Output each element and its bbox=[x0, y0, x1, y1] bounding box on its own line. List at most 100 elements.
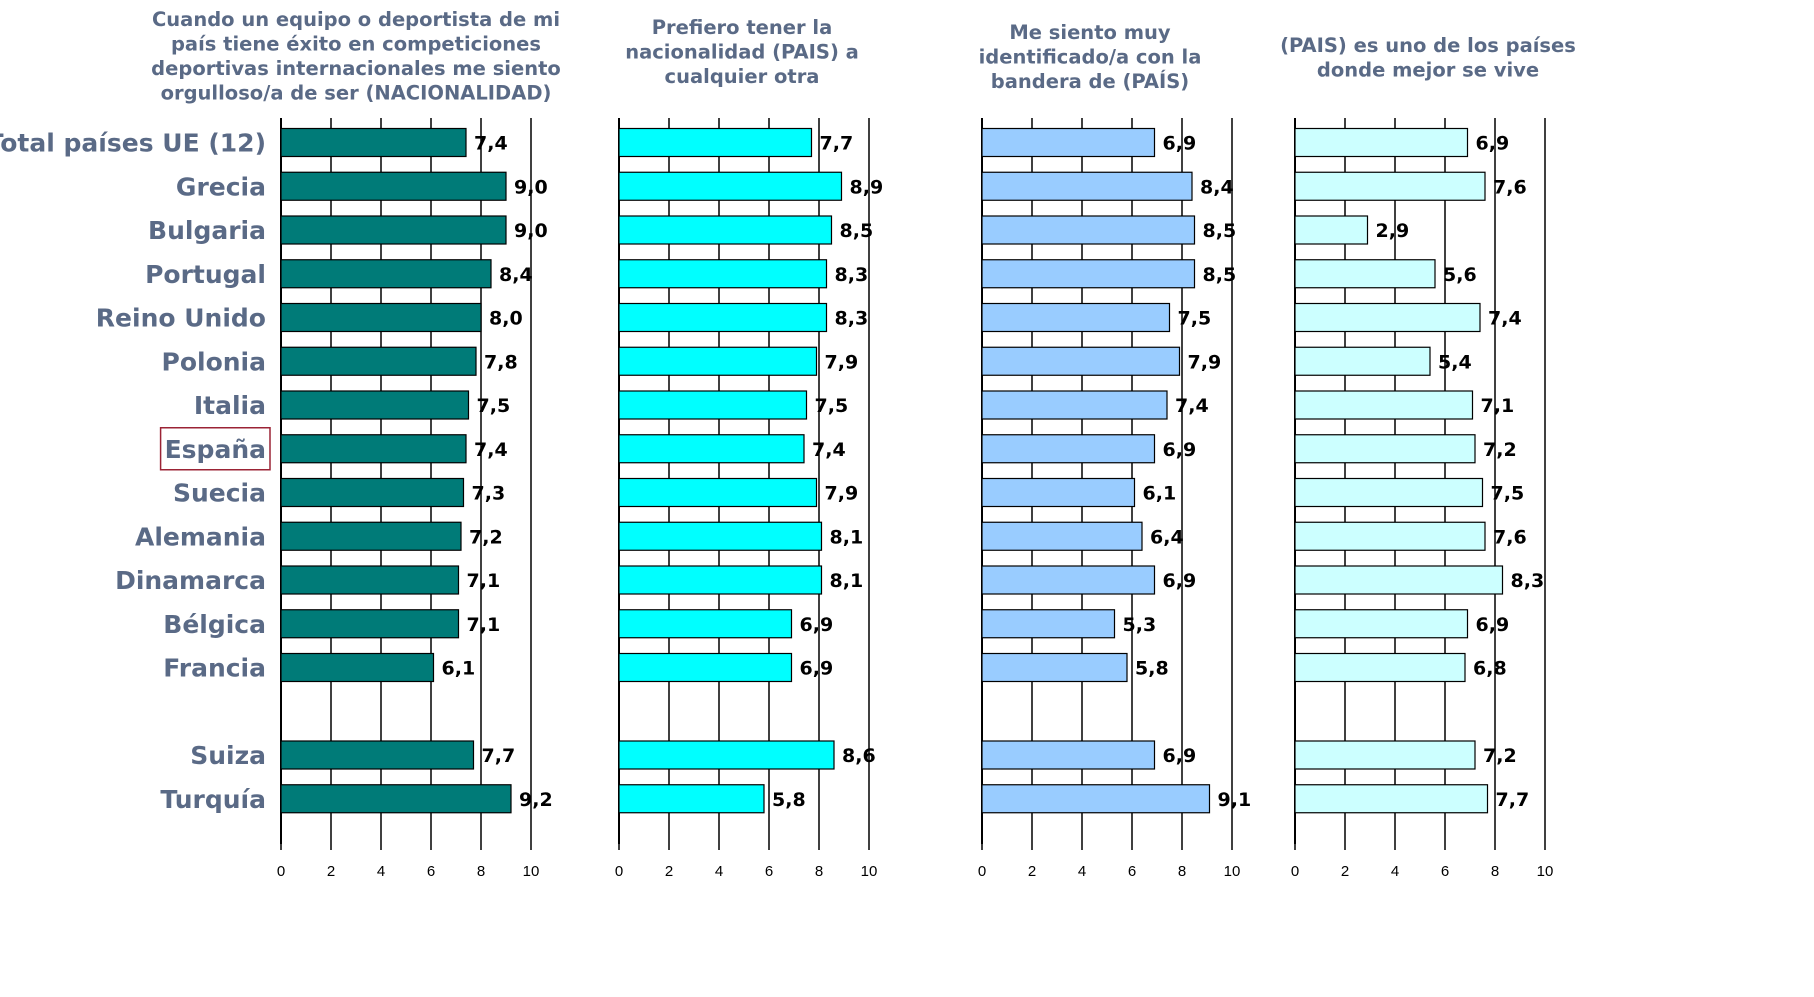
panel-4-bar-alemania bbox=[1294, 521, 1486, 551]
panel-3-value-label-reino-unido: 7,5 bbox=[1178, 308, 1212, 330]
panel-4-value-label-alemania: 7,6 bbox=[1493, 526, 1527, 548]
panel-1-value-label-polonia: 7,8 bbox=[484, 351, 518, 373]
panel-3-value-label-portugal: 8,5 bbox=[1203, 264, 1237, 286]
category-label-alemania: Alemania bbox=[135, 522, 266, 551]
category-label-bulgaria: Bulgaria bbox=[148, 216, 266, 245]
panel-2-bar-dinamarca bbox=[618, 565, 823, 595]
category-label-suecia: Suecia bbox=[173, 479, 266, 508]
category-label-belgica: Bélgica bbox=[163, 610, 266, 639]
panel-1-bar-grecia bbox=[280, 171, 507, 201]
panel-2-bar-bulgaria bbox=[618, 215, 833, 245]
panel-4-value-label-italia: 7,1 bbox=[1481, 395, 1515, 417]
panel-1-value-label-dinamarca: 7,1 bbox=[467, 570, 501, 592]
panel-1-value-label-reino-unido: 8,0 bbox=[489, 308, 523, 330]
panel-4-bar-bulgaria bbox=[1294, 215, 1369, 245]
panel-1-value-label-grecia: 9,0 bbox=[514, 176, 548, 198]
panel-2-tick-label-4: 4 bbox=[715, 863, 723, 880]
panel-3-value-label-turquia: 9,1 bbox=[1218, 789, 1252, 811]
panel-1-value-label-turquia: 9,2 bbox=[519, 789, 553, 811]
panel-3-tick-label-4: 4 bbox=[1078, 863, 1086, 880]
panel-2-value-label-suecia: 7,9 bbox=[825, 483, 859, 505]
panel-4-value-label-total-paises-ue-12: 6,9 bbox=[1476, 133, 1510, 155]
category-label-reino-unido: Reino Unido bbox=[96, 304, 266, 333]
panel-1-tick-label-6: 6 bbox=[427, 863, 435, 880]
panel-4-tick-label-0: 0 bbox=[1291, 863, 1299, 880]
panel-1-bar-alemania bbox=[280, 521, 462, 551]
panel-4-value-label-espana: 7,2 bbox=[1483, 439, 1517, 461]
panel-4-value-label-suiza: 7,2 bbox=[1483, 745, 1517, 767]
panel-2-title-line-3: cualquier otra bbox=[665, 65, 820, 88]
panel-3-bar-suecia bbox=[981, 477, 1136, 508]
panel-2-bar-italia bbox=[618, 390, 808, 420]
category-label-espana: España bbox=[165, 435, 266, 464]
panel-1-value-label-alemania: 7,2 bbox=[469, 526, 503, 548]
panel-2-bar-espana bbox=[618, 434, 805, 464]
panel-4-bar-turquia bbox=[1294, 784, 1489, 814]
panel-2-value-label-polonia: 7,9 bbox=[825, 351, 859, 373]
panel-1-tick-label-0: 0 bbox=[277, 863, 285, 880]
panel-4-title-line-1: (PAIS) es uno de los países bbox=[1280, 34, 1576, 57]
panel-3-value-label-polonia: 7,9 bbox=[1188, 351, 1222, 373]
panel-3-bar-reino-unido bbox=[981, 302, 1171, 333]
panel-3-bar-grecia bbox=[981, 171, 1193, 201]
panel-2-value-label-grecia: 8,9 bbox=[850, 176, 884, 198]
panel-4-value-label-dinamarca: 8,3 bbox=[1511, 570, 1545, 592]
panel-4-bar-suiza bbox=[1294, 740, 1476, 770]
panel-2-bar-portugal bbox=[618, 259, 828, 289]
panel-2-bar-reino-unido bbox=[618, 302, 828, 333]
category-label-dinamarca: Dinamarca bbox=[115, 566, 266, 595]
panel-4-value-label-francia: 6,8 bbox=[1473, 658, 1507, 680]
panel-3-bar-belgica bbox=[981, 609, 1116, 639]
panel-2-bar-francia bbox=[618, 652, 793, 683]
panel-1-bar-belgica bbox=[280, 609, 460, 639]
panel-2-tick-label-6: 6 bbox=[765, 863, 773, 880]
panel-4-value-label-portugal: 5,6 bbox=[1443, 264, 1477, 286]
panel-3-bar-espana bbox=[981, 434, 1156, 464]
panel-4-bar-belgica bbox=[1294, 609, 1469, 639]
panel-1-value-label-italia: 7,5 bbox=[477, 395, 511, 417]
panel-1-bar-dinamarca bbox=[280, 565, 460, 595]
panel-2-bar-total-paises-ue-12 bbox=[618, 127, 813, 158]
panel-2-value-label-dinamarca: 8,1 bbox=[830, 570, 864, 592]
panel-4-title-line-2: donde mejor se vive bbox=[1317, 59, 1539, 82]
panel-3-value-label-bulgaria: 8,5 bbox=[1203, 220, 1237, 242]
panel-3-tick-label-2: 2 bbox=[1028, 863, 1036, 880]
panel-2-bar-alemania bbox=[618, 521, 823, 551]
category-label-polonia: Polonia bbox=[162, 347, 266, 376]
panel-2-bar-suiza bbox=[618, 740, 835, 770]
panel-2-tick-label-2: 2 bbox=[665, 863, 673, 880]
panel-1-bar-polonia bbox=[280, 346, 477, 376]
panel-3-bar-italia bbox=[981, 390, 1168, 420]
panel-2-bar-suecia bbox=[618, 477, 818, 508]
panel-1-bar-portugal bbox=[280, 259, 492, 289]
panel-2-value-label-total-paises-ue-12: 7,7 bbox=[820, 133, 854, 155]
panel-1-value-label-total-paises-ue-12: 7,4 bbox=[474, 133, 508, 155]
panel-4-value-label-turquia: 7,7 bbox=[1496, 789, 1530, 811]
panel-4-bar-espana bbox=[1294, 434, 1476, 464]
panel-2-value-label-italia: 7,5 bbox=[815, 395, 849, 417]
panel-1-bar-italia bbox=[280, 390, 470, 420]
panel-4-bar-polonia bbox=[1294, 346, 1431, 376]
panel-3-bar-alemania bbox=[981, 521, 1143, 551]
panel-3-tick-label-10: 10 bbox=[1224, 863, 1241, 880]
panel-2-tick-label-8: 8 bbox=[815, 863, 823, 880]
panel-1-tick-label-4: 4 bbox=[377, 863, 385, 880]
category-label-portugal: Portugal bbox=[145, 260, 266, 289]
panel-1-value-label-espana: 7,4 bbox=[474, 439, 508, 461]
panel-2-value-label-bulgaria: 8,5 bbox=[840, 220, 874, 242]
panel-3-bar-suiza bbox=[981, 740, 1156, 770]
panel-1-value-label-suiza: 7,7 bbox=[482, 745, 516, 767]
panel-1-value-label-suecia: 7,3 bbox=[472, 483, 506, 505]
panel-4-bar-reino-unido bbox=[1294, 302, 1481, 333]
panel-4-bar-grecia bbox=[1294, 171, 1486, 201]
panel-3-value-label-belgica: 5,3 bbox=[1123, 614, 1157, 636]
category-label-total-paises-ue-12: Total países UE (12) bbox=[0, 129, 266, 158]
panel-2-value-label-espana: 7,4 bbox=[812, 439, 846, 461]
panel-3-bar-portugal bbox=[981, 259, 1196, 289]
panel-2-value-label-portugal: 8,3 bbox=[835, 264, 869, 286]
panel-4-tick-label-4: 4 bbox=[1391, 863, 1399, 880]
panel-3-value-label-total-paises-ue-12: 6,9 bbox=[1163, 133, 1197, 155]
panel-1-tick-label-10: 10 bbox=[523, 863, 540, 880]
panel-3-tick-label-0: 0 bbox=[978, 863, 986, 880]
panel-1-title-line-3: deportivas internacionales me siento bbox=[151, 57, 561, 80]
